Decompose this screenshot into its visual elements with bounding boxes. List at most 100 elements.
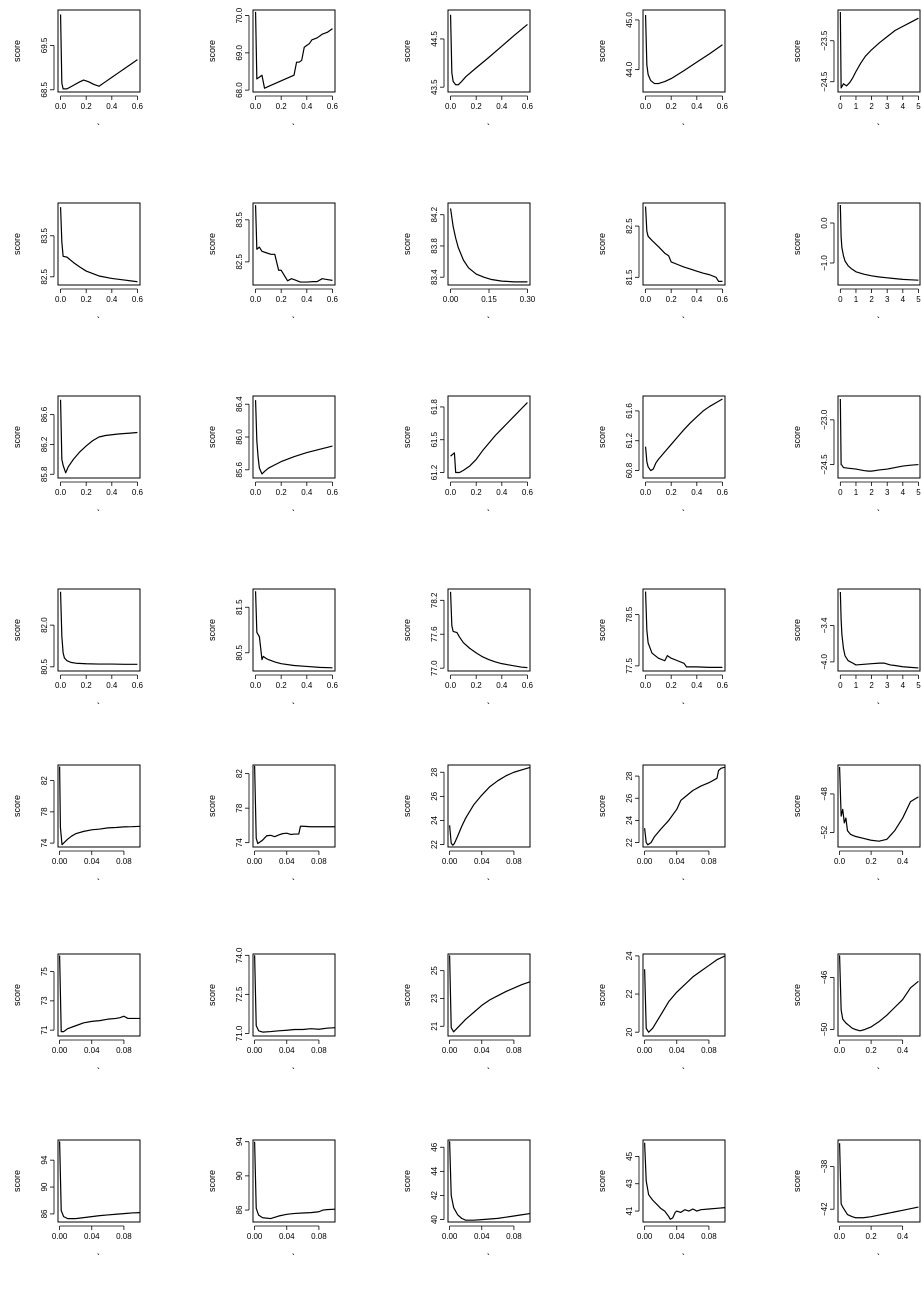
x-tick-label: 0.00	[247, 857, 263, 866]
plot-panel-7: 0.0 0.2 0.4 0.6 82.5 83.5 λ score	[195, 193, 379, 373]
series-line	[59, 399, 138, 474]
y-axis-label: score	[402, 619, 412, 641]
x-axis-label: λ	[97, 877, 102, 880]
x-axis-label: λ	[682, 1066, 687, 1069]
x-tick-label: 0.08	[701, 1232, 717, 1241]
series-line	[59, 766, 141, 846]
plot-frame	[447, 764, 531, 848]
plot-svg: 0.00 0.04 0.08 86 90 94 λ score	[207, 1137, 336, 1262]
x-tick-label: 0.4	[106, 102, 118, 111]
x-tick-label: 0.30	[520, 295, 536, 304]
y-tick-label: 28	[430, 767, 439, 776]
y-axis-label: score	[792, 40, 802, 62]
plot-panel-11: 0.0 0.2 0.4 0.6 85.8 86.2 86.6 λ score	[0, 386, 184, 566]
y-axis-label: score	[792, 795, 802, 817]
x-tick-label: 0.08	[116, 1232, 132, 1241]
plot-frame	[642, 764, 726, 848]
series-line	[644, 206, 723, 283]
y-tick-label: 83.5	[40, 227, 49, 243]
y-tick-label: 22	[625, 838, 634, 847]
y-tick-label: 61.2	[625, 432, 634, 448]
y-tick-label: 80.5	[40, 658, 49, 674]
x-axis-label: λ	[487, 1252, 492, 1255]
y-axis-label: score	[597, 984, 607, 1006]
y-tick-label: 82.0	[40, 617, 49, 633]
plot-panel-34: 0.00 0.04 0.08 41 43 45 λ score	[585, 1130, 769, 1310]
plot-panel-27: 0.00 0.04 0.08 71.0 72.5 74.0 λ score	[195, 944, 379, 1124]
y-tick-label: 40	[430, 1215, 439, 1224]
x-tick-label: 0.4	[691, 681, 703, 690]
series-line	[254, 1141, 336, 1220]
x-tick-label: 0.0	[445, 488, 457, 497]
x-tick-label: 0.2	[276, 295, 288, 304]
x-tick-label: 0.2	[666, 102, 678, 111]
plot-svg: 0.0 0.2 0.4 0.6 68.0 69.0 70.0 λ score	[207, 7, 339, 132]
x-axis-label: λ	[292, 701, 297, 704]
y-tick-label: −23.0	[820, 409, 829, 430]
y-tick-label: 25	[430, 966, 439, 975]
y-tick-label: −24.5	[820, 454, 829, 475]
x-tick-label: 0.4	[496, 681, 508, 690]
x-tick-label: 0.0	[834, 1232, 846, 1241]
plot-svg: 0.0 0.2 0.4 −50 −46 λ score	[792, 953, 921, 1076]
plot-panel-35: 0.0 0.2 0.4 −42 −38 λ score	[780, 1130, 922, 1310]
x-tick-label: 5	[916, 488, 921, 497]
x-axis-label: λ	[97, 1066, 102, 1069]
plot-panel-18: 0.0 0.2 0.4 0.6 77.0 77.6 78.2 λ score	[390, 579, 574, 759]
x-axis-label: λ	[877, 701, 882, 704]
y-axis-label: score	[597, 40, 607, 62]
y-tick-label: 69.0	[235, 45, 244, 61]
plot-panel-30: 0.0 0.2 0.4 −50 −46 λ score	[780, 944, 922, 1124]
y-tick-label: 61.2	[430, 464, 439, 480]
series-line	[59, 207, 138, 283]
plot-frame	[252, 764, 336, 848]
y-tick-label: 23	[430, 993, 439, 1002]
y-tick-label: 86.4	[235, 396, 244, 412]
small-multiples-grid: 0.0 0.2 0.4 0.6 68.5 69.5 λ score 0.0 0.2 0.4 0.6 68…	[0, 7, 922, 1262]
plot-svg: 0.00 0.04 0.08 71 73 75 λ score	[12, 953, 141, 1076]
x-tick-label: 3	[885, 295, 890, 304]
plot-panel-24: 0.00 0.04 0.08 22 24 26 28 λ score	[585, 755, 769, 935]
plot-svg: 0.0 0.2 0.4 0.6 68.5 69.5 λ score	[12, 9, 144, 132]
plot-frame	[252, 202, 336, 286]
x-tick-label: 0.6	[132, 295, 144, 304]
y-tick-label: −24.5	[820, 71, 829, 92]
x-tick-label: 3	[885, 681, 890, 690]
plot-svg: 0.0 0.2 0.4 0.6 85.6 86.0 86.4 λ score	[207, 395, 339, 518]
x-tick-label: 0.00	[247, 1232, 263, 1241]
x-tick-label: 0.00	[637, 1046, 653, 1055]
plot-svg: 0.0 0.2 0.4 0.6 60.8 61.2 61.6 λ score	[597, 395, 729, 518]
plot-frame	[837, 764, 921, 848]
y-tick-label: −48	[820, 787, 829, 801]
series-line	[838, 1143, 919, 1219]
x-tick-label: 0.4	[897, 857, 909, 866]
plot-frame	[642, 953, 726, 1037]
x-tick-label: 0.4	[106, 488, 118, 497]
plot-panel-33: 0.00 0.04 0.08 40 42 44 46 λ score	[390, 1130, 574, 1310]
series-line	[59, 955, 140, 1033]
x-tick-label: 0.0	[250, 102, 262, 111]
y-tick-label: −38	[820, 1159, 829, 1173]
series-line	[59, 1141, 141, 1220]
x-axis-label: λ	[877, 1252, 882, 1255]
plot-svg: 0.00 0.04 0.08 86 90 94 λ score	[12, 1139, 141, 1262]
plot-panel-22: 0.00 0.04 0.08 74 78 82 λ score	[195, 755, 379, 935]
x-tick-label: 0.2	[666, 295, 678, 304]
series-line	[644, 1142, 726, 1220]
x-tick-label: 0.0	[640, 681, 652, 690]
x-axis-label: λ	[682, 315, 687, 318]
x-tick-label: 4	[901, 488, 906, 497]
plot-frame	[57, 1139, 141, 1223]
x-tick-label: 0.0	[55, 295, 67, 304]
x-tick-label: 0.4	[301, 102, 313, 111]
y-tick-label: 69.5	[40, 37, 49, 53]
plot-frame	[447, 588, 531, 672]
y-tick-label: 61.5	[430, 431, 439, 447]
series-line	[449, 955, 531, 1033]
plot-svg: 0.0 0.2 0.4 0.6 85.8 86.2 86.6 λ score	[12, 395, 144, 518]
x-axis-label: λ	[97, 122, 102, 125]
x-tick-label: 0.6	[717, 488, 729, 497]
y-tick-label: 78.2	[430, 592, 439, 608]
y-axis-label: score	[12, 40, 22, 62]
plot-svg: 0.00 0.04 0.08 74 78 82 λ score	[12, 764, 141, 887]
